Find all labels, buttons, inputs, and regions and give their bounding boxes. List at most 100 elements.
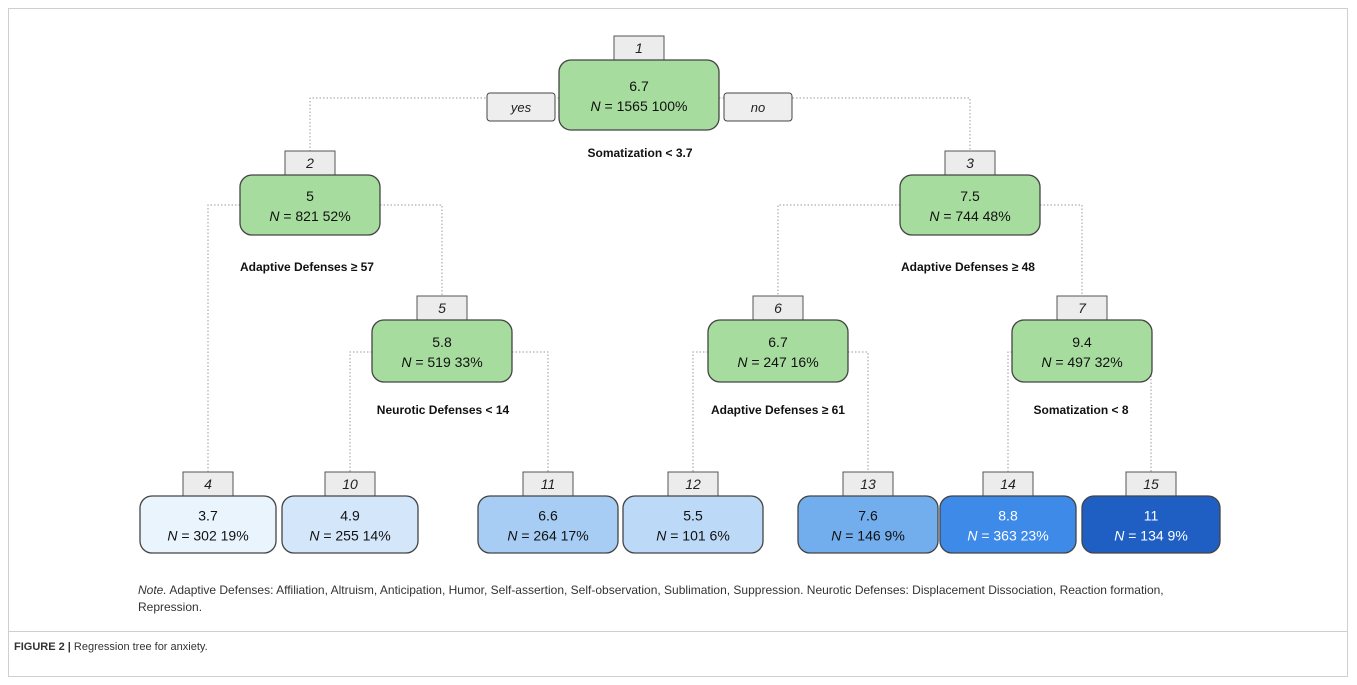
n-prefix: N <box>831 528 842 544</box>
node-value: 7.5 <box>960 188 980 204</box>
svg-text:no: no <box>751 100 765 115</box>
node-id-label: 7 <box>1078 300 1087 316</box>
node-id-box <box>522 471 574 497</box>
caption-divider <box>9 631 1347 632</box>
node-id-box <box>182 471 234 497</box>
split-label-node-6: Adaptive Defenses ≥ 61 <box>711 403 845 417</box>
node-box <box>1081 495 1221 554</box>
n-prefix: N <box>309 528 320 544</box>
edge-5-11 <box>512 351 549 472</box>
node-box <box>622 495 764 554</box>
tree-node-5: 5 5.8 N = 519 33% <box>371 295 513 383</box>
node-id-box <box>284 150 336 176</box>
node-value: 9.4 <box>1072 334 1092 350</box>
node-box <box>707 319 849 383</box>
node-id-box <box>842 471 894 497</box>
split-label-node-2: Adaptive Defenses ≥ 57 <box>240 260 374 274</box>
node-box <box>1011 319 1153 383</box>
node-value: 3.7 <box>198 508 218 524</box>
node-stats: N = 1565 100% <box>591 98 688 114</box>
node-id-box <box>416 295 468 321</box>
note-text: Adaptive Defenses: Affiliation, Altruism… <box>138 583 1164 614</box>
tree-node-4: 4 3.7 N = 302 19% <box>139 471 277 554</box>
n-prefix: N <box>737 354 748 370</box>
tree-nodes: 1 6.7 N = 1565 100% 2 5 N = 821 52% 3 7.5 N = 74… <box>139 35 1221 554</box>
yes-label: yes <box>486 92 556 122</box>
split-label-node-5: Neurotic Defenses < 14 <box>377 403 510 417</box>
node-stats: N = 744 48% <box>929 208 1010 224</box>
n-count-percent: = 146 9% <box>841 528 904 544</box>
split-label-node-3: Adaptive Defenses ≥ 48 <box>901 260 1035 274</box>
node-stats: N = 302 19% <box>167 528 248 544</box>
node-id-box <box>1056 295 1108 321</box>
node-id-label: 10 <box>342 476 358 492</box>
node-value: 8.8 <box>998 508 1018 524</box>
tree-node-10: 10 4.9 N = 255 14% <box>281 471 419 554</box>
tree-node-3: 3 7.5 N = 744 48% <box>899 150 1041 236</box>
node-id-box <box>752 295 804 321</box>
tree-node-1: 1 6.7 N = 1565 100% <box>558 35 720 131</box>
n-prefix: N <box>1041 354 1052 370</box>
edge-2-4 <box>207 204 240 472</box>
node-id-label: 13 <box>860 476 876 492</box>
caption-label: FIGURE 2 | <box>14 641 71 653</box>
node-value: 11 <box>1144 508 1159 524</box>
node-value: 5.8 <box>432 334 452 350</box>
split-label-node-1: Somatization < 3.7 <box>587 146 692 160</box>
node-box <box>139 495 277 554</box>
node-stats: N = 264 17% <box>507 528 588 544</box>
edge-7-14 <box>1007 351 1012 472</box>
n-count-percent: = 264 17% <box>517 528 588 544</box>
tree-node-6: 6 6.7 N = 247 16% <box>707 295 849 383</box>
node-id-label: 4 <box>204 476 212 492</box>
node-box <box>281 495 419 554</box>
n-prefix: N <box>591 98 602 114</box>
note-label: Note. <box>138 583 167 597</box>
node-box <box>939 495 1077 554</box>
node-stats: N = 255 14% <box>309 528 390 544</box>
n-count-percent: = 744 48% <box>939 208 1010 224</box>
edge-2-5 <box>380 204 443 296</box>
tree-labels: yes no Somatization < 3.7 Adaptive Defenses… <box>240 92 1129 417</box>
n-count-percent: = 302 19% <box>177 528 248 544</box>
n-count-percent: = 821 52% <box>279 208 350 224</box>
n-count-percent: = 255 14% <box>319 528 390 544</box>
n-prefix: N <box>507 528 518 544</box>
node-id-label: 5 <box>438 300 446 316</box>
tree-node-14: 14 8.8 N = 363 23% <box>939 471 1077 554</box>
node-value: 5 <box>306 188 314 204</box>
node-stats: N = 821 52% <box>269 208 350 224</box>
node-value: 6.6 <box>538 508 558 524</box>
node-stats: N = 101 6% <box>656 528 730 544</box>
tree-node-2: 2 5 N = 821 52% <box>239 150 381 236</box>
node-box <box>899 174 1041 236</box>
n-count-percent: = 519 33% <box>411 354 482 370</box>
figure-caption: FIGURE 2 | Regression tree for anxiety. <box>14 641 208 653</box>
node-id-label: 15 <box>1143 476 1159 492</box>
n-prefix: N <box>167 528 178 544</box>
node-stats: N = 497 32% <box>1041 354 1122 370</box>
node-stats: N = 519 33% <box>401 354 482 370</box>
n-count-percent: = 101 6% <box>666 528 729 544</box>
node-id-box <box>667 471 719 497</box>
node-stats: N = 363 23% <box>967 528 1048 544</box>
split-label-node-7: Somatization < 8 <box>1033 403 1128 417</box>
tree-node-11: 11 6.6 N = 264 17% <box>477 471 619 554</box>
edge-3-6 <box>777 204 900 296</box>
tree-node-12: 12 5.5 N = 101 6% <box>622 471 764 554</box>
node-value: 6.7 <box>768 334 788 350</box>
caption-text: Regression tree for anxiety. <box>70 641 208 653</box>
edge-6-13 <box>848 351 869 472</box>
tree-node-15: 15 11 N = 134 9% <box>1081 471 1221 554</box>
figure-frame <box>8 8 1348 677</box>
n-prefix: N <box>656 528 667 544</box>
node-box <box>558 59 720 131</box>
node-id-label: 2 <box>305 155 314 171</box>
node-stats: N = 134 9% <box>1114 528 1188 544</box>
n-count-percent: = 247 16% <box>747 354 818 370</box>
figure-note: Note. Adaptive Defenses: Affiliation, Al… <box>138 582 1188 616</box>
edge-5-10 <box>349 351 372 472</box>
node-value: 4.9 <box>340 508 360 524</box>
node-box <box>239 174 381 236</box>
node-id-label: 14 <box>1000 476 1016 492</box>
